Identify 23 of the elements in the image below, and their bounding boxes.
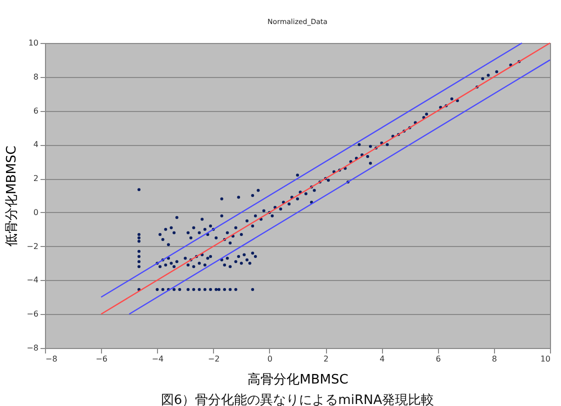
x-tick-label: −2 [208, 354, 220, 364]
x-tick-label: 4 [380, 354, 385, 364]
x-tick-label: 10 [540, 354, 550, 364]
y-tick-label: 10 [28, 38, 38, 48]
x-tick-label: −4 [152, 354, 164, 364]
x-tick-label: −6 [96, 354, 108, 364]
y-tick-label: −8 [26, 344, 38, 352]
y-tick-label: −2 [26, 242, 38, 251]
x-tick-label: 2 [324, 354, 329, 364]
x-tick-label: 0 [267, 354, 272, 364]
y-tick-label: 8 [33, 72, 38, 82]
caption: 図6）骨分化能の異なりによるmiRNA発現比較 [160, 393, 434, 406]
x-tick-label: 6 [436, 354, 441, 364]
y-axis-title: 低骨分化MBMSC [4, 146, 20, 246]
y-tick-label: 0 [33, 208, 38, 217]
y-tick-label: 2 [33, 174, 38, 184]
y-tick-label: −4 [26, 276, 38, 285]
y-tick-label: −6 [26, 310, 38, 319]
y-tick-label: 4 [33, 140, 38, 150]
y-tick-label: 6 [33, 106, 38, 116]
x-tick-label: 8 [492, 354, 497, 364]
x-axis-title: 高骨分化MBMSC [248, 372, 348, 388]
x-tick-label: −8 [46, 354, 58, 364]
